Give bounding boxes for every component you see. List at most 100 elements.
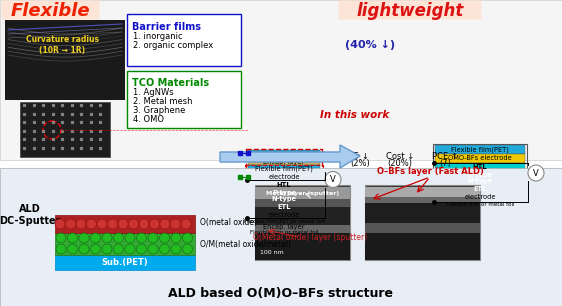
Circle shape xyxy=(160,219,170,229)
Circle shape xyxy=(171,244,181,254)
Text: 1. inorganic: 1. inorganic xyxy=(133,32,183,41)
Circle shape xyxy=(79,233,89,243)
Bar xyxy=(365,233,480,260)
Text: (7): (7) xyxy=(439,159,451,168)
Circle shape xyxy=(66,219,75,229)
FancyBboxPatch shape xyxy=(2,1,99,20)
Text: OMO-BFs electrode: OMO-BFs electrode xyxy=(448,155,512,162)
Bar xyxy=(365,223,480,233)
Circle shape xyxy=(76,219,86,229)
Text: 100 nm: 100 nm xyxy=(260,251,284,256)
Circle shape xyxy=(139,219,149,229)
Bar xyxy=(435,145,525,154)
Text: Encap. layer: Encap. layer xyxy=(264,159,305,165)
Circle shape xyxy=(148,244,158,254)
Bar xyxy=(248,165,320,173)
Text: ETL: ETL xyxy=(473,186,487,192)
Circle shape xyxy=(171,233,181,243)
Bar xyxy=(55,255,195,270)
Text: O/M(metal oxide/metal): O/M(metal oxide/metal) xyxy=(200,240,291,248)
Bar xyxy=(248,230,320,236)
Circle shape xyxy=(67,244,78,254)
Text: 4. OMO: 4. OMO xyxy=(133,115,164,124)
Circle shape xyxy=(125,233,135,243)
Circle shape xyxy=(114,244,124,254)
Circle shape xyxy=(56,244,66,254)
Circle shape xyxy=(160,244,170,254)
Bar xyxy=(248,225,320,230)
Text: HTL: HTL xyxy=(277,182,291,188)
Text: 1. AgNWs: 1. AgNWs xyxy=(133,88,174,97)
Circle shape xyxy=(55,219,65,229)
Circle shape xyxy=(90,244,101,254)
Bar xyxy=(255,199,350,207)
Bar xyxy=(255,225,350,233)
Text: Flexible film(PET): Flexible film(PET) xyxy=(255,151,313,158)
Bar xyxy=(248,150,320,159)
Bar xyxy=(248,211,320,219)
Text: V: V xyxy=(330,175,336,184)
Bar xyxy=(0,168,562,306)
Text: P-type: P-type xyxy=(272,189,296,196)
Text: O–BFs layer (Fast ALD): O–BFs layer (Fast ALD) xyxy=(377,167,483,176)
Circle shape xyxy=(137,233,147,243)
Polygon shape xyxy=(325,15,430,155)
Text: (20%): (20%) xyxy=(388,159,413,168)
Text: Flexible: Flexible xyxy=(10,2,90,20)
Bar xyxy=(435,154,525,163)
Circle shape xyxy=(56,233,66,243)
Text: Cost ↓: Cost ↓ xyxy=(386,152,414,161)
Circle shape xyxy=(149,219,160,229)
Circle shape xyxy=(148,233,158,243)
Circle shape xyxy=(118,219,128,229)
Bar xyxy=(255,185,350,260)
Text: ALD
DC-Sputter: ALD DC-Sputter xyxy=(0,204,61,226)
Text: TCO Materials: TCO Materials xyxy=(132,78,209,88)
Bar xyxy=(248,219,320,225)
Text: Flexible film or metal foil: Flexible film or metal foil xyxy=(446,201,514,207)
Circle shape xyxy=(325,171,341,188)
Text: P-type: P-type xyxy=(468,171,492,177)
Text: N-type: N-type xyxy=(271,196,297,203)
Circle shape xyxy=(160,233,170,243)
Text: Sub.(PET): Sub.(PET) xyxy=(102,258,148,267)
Bar xyxy=(248,189,320,196)
FancyBboxPatch shape xyxy=(127,14,241,66)
Text: (2%): (2%) xyxy=(350,159,370,168)
Bar xyxy=(248,181,320,189)
Circle shape xyxy=(125,244,135,254)
Circle shape xyxy=(102,244,112,254)
Bar xyxy=(248,196,320,203)
Text: electrode: electrode xyxy=(268,174,300,180)
Bar xyxy=(55,215,195,233)
Bar xyxy=(255,207,350,225)
Bar xyxy=(20,102,110,157)
Circle shape xyxy=(90,233,101,243)
Text: Barrier films: Barrier films xyxy=(132,22,201,32)
Bar xyxy=(0,0,562,160)
FancyBboxPatch shape xyxy=(127,71,241,128)
Bar xyxy=(365,197,480,203)
Text: 3. Graphene: 3. Graphene xyxy=(133,106,185,115)
Text: 2. organic complex: 2. organic complex xyxy=(133,41,213,50)
Text: Flexible film or metal foil: Flexible film or metal foil xyxy=(250,230,318,236)
Text: HTL: HTL xyxy=(473,164,487,170)
Circle shape xyxy=(79,244,89,254)
Bar xyxy=(255,187,350,199)
Text: Tr ↓: Tr ↓ xyxy=(352,152,369,161)
Text: (40% ↓): (40% ↓) xyxy=(345,40,395,50)
Text: V: V xyxy=(533,169,539,177)
Circle shape xyxy=(183,244,193,254)
Bar xyxy=(435,178,525,185)
Circle shape xyxy=(137,244,147,254)
Polygon shape xyxy=(220,145,360,168)
Circle shape xyxy=(129,219,138,229)
Bar xyxy=(255,233,350,260)
Text: Flexible film(PET): Flexible film(PET) xyxy=(451,146,509,153)
Bar xyxy=(248,173,320,181)
Text: PCE ↑: PCE ↑ xyxy=(432,152,458,161)
Bar xyxy=(248,203,320,211)
Bar xyxy=(248,159,320,165)
Text: Encap. layer: Encap. layer xyxy=(264,225,305,230)
Bar xyxy=(365,203,480,223)
